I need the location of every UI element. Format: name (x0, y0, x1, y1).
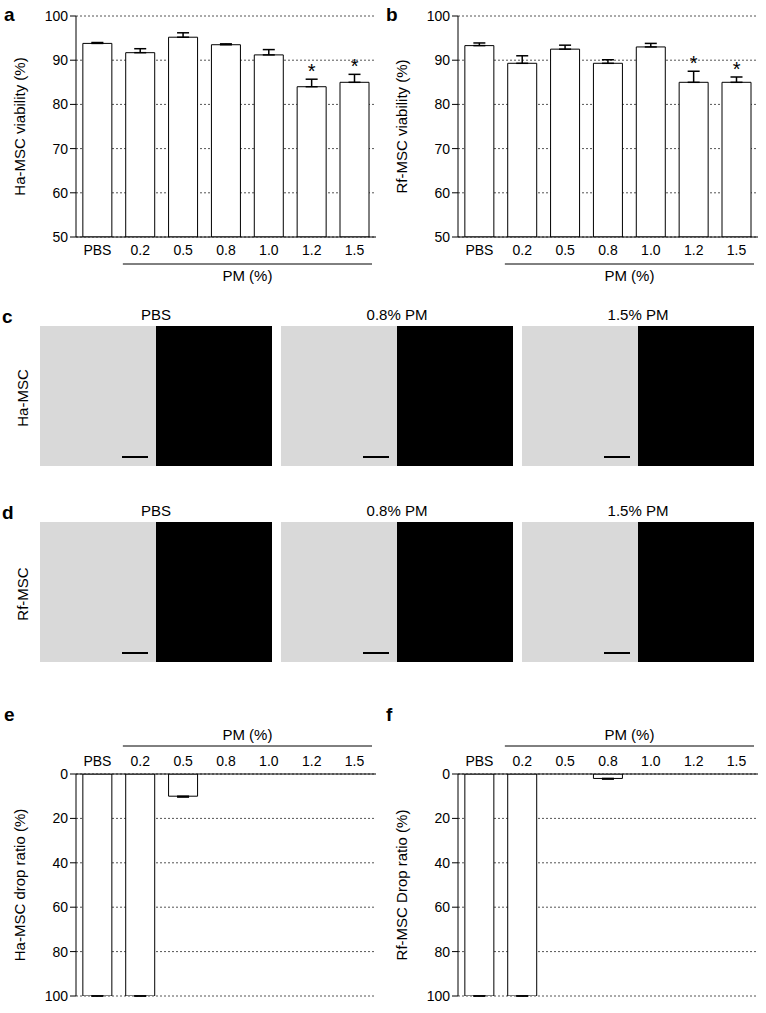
svg-text:60: 60 (434, 185, 450, 201)
svg-text:Rf-MSC viability (%): Rf-MSC viability (%) (393, 59, 410, 193)
svg-text:1.2: 1.2 (302, 753, 322, 769)
svg-text:1.2: 1.2 (684, 242, 704, 258)
svg-text:0.2: 0.2 (513, 242, 533, 258)
svg-text:50: 50 (52, 229, 68, 245)
svg-text:20: 20 (52, 810, 68, 826)
html-text:PBS: PBS (141, 502, 171, 519)
svg-text:40: 40 (434, 855, 450, 871)
svg-text:90: 90 (52, 52, 68, 68)
svg-text:100: 100 (45, 988, 69, 1004)
svg-text:1.0: 1.0 (641, 753, 661, 769)
svg-text:1.2: 1.2 (302, 242, 322, 258)
html-text:0.8% PM: 0.8% PM (366, 306, 428, 323)
svg-text:0.2: 0.2 (131, 242, 151, 258)
html-text:Ha-MSC: Ha-MSC (13, 369, 31, 427)
svg-text:*: * (351, 55, 359, 77)
html-text:b: b (386, 4, 398, 25)
html-text:c: c (2, 306, 13, 327)
svg-text:1.5: 1.5 (345, 753, 365, 769)
svg-text:0: 0 (442, 766, 450, 782)
svg-text:70: 70 (52, 141, 68, 157)
html-text:a: a (4, 4, 15, 25)
svg-text:1.2: 1.2 (684, 753, 704, 769)
svg-text:1.0: 1.0 (641, 242, 661, 258)
svg-text:1.5: 1.5 (727, 242, 747, 258)
svg-text:0.5: 0.5 (173, 242, 193, 258)
svg-text:0.8: 0.8 (216, 242, 236, 258)
svg-text:80: 80 (434, 96, 450, 112)
svg-text:0.2: 0.2 (513, 753, 533, 769)
svg-text:PM (%): PM (%) (222, 726, 272, 743)
svg-text:1.5: 1.5 (727, 753, 747, 769)
html-text:d: d (2, 502, 14, 523)
html-text:1.5% PM: 1.5% PM (607, 502, 669, 519)
svg-text:60: 60 (434, 899, 450, 915)
svg-text:80: 80 (52, 944, 68, 960)
svg-text:0.8: 0.8 (598, 242, 618, 258)
svg-text:40: 40 (52, 855, 68, 871)
svg-text:90: 90 (434, 52, 450, 68)
html-text:Rf-MSC: Rf-MSC (13, 567, 31, 621)
svg-text:PBS: PBS (83, 753, 111, 769)
svg-text:0.8: 0.8 (216, 753, 236, 769)
svg-text:*: * (733, 58, 741, 80)
html-text:1.5% PM: 1.5% PM (607, 306, 669, 323)
svg-text:PBS: PBS (83, 242, 111, 258)
svg-text:PBS: PBS (465, 242, 493, 258)
svg-text:PBS: PBS (465, 753, 493, 769)
svg-text:0.8: 0.8 (598, 753, 618, 769)
html-text:0.8% PM: 0.8% PM (366, 502, 428, 519)
svg-text:70: 70 (434, 141, 450, 157)
svg-text:60: 60 (52, 899, 68, 915)
svg-text:0.5: 0.5 (555, 242, 575, 258)
html-text:PBS: PBS (141, 306, 171, 323)
svg-text:100: 100 (45, 8, 69, 24)
html-text:e: e (4, 704, 15, 725)
svg-text:Ha-MSC viability (%): Ha-MSC viability (%) (11, 57, 28, 195)
svg-text:0: 0 (60, 766, 68, 782)
svg-text:*: * (308, 60, 316, 82)
svg-text:Rf-MSC Drop ratio (%): Rf-MSC Drop ratio (%) (393, 810, 410, 961)
svg-text:0.5: 0.5 (555, 753, 575, 769)
svg-text:PM (%): PM (%) (604, 726, 654, 743)
svg-text:20: 20 (434, 810, 450, 826)
svg-text:1.0: 1.0 (259, 242, 279, 258)
html-text:f: f (386, 704, 393, 725)
svg-text:1.0: 1.0 (259, 753, 279, 769)
svg-text:80: 80 (434, 944, 450, 960)
svg-text:PM (%): PM (%) (222, 267, 272, 284)
svg-text:Ha-MSC drop ratio (%): Ha-MSC drop ratio (%) (11, 809, 28, 962)
svg-text:PM (%): PM (%) (604, 267, 654, 284)
svg-text:1.5: 1.5 (345, 242, 365, 258)
svg-text:100: 100 (427, 8, 451, 24)
svg-text:60: 60 (52, 185, 68, 201)
svg-text:50: 50 (434, 229, 450, 245)
svg-text:100: 100 (427, 988, 451, 1004)
svg-text:*: * (690, 52, 698, 74)
svg-text:0.2: 0.2 (131, 753, 151, 769)
svg-text:80: 80 (52, 96, 68, 112)
svg-text:0.5: 0.5 (173, 753, 193, 769)
